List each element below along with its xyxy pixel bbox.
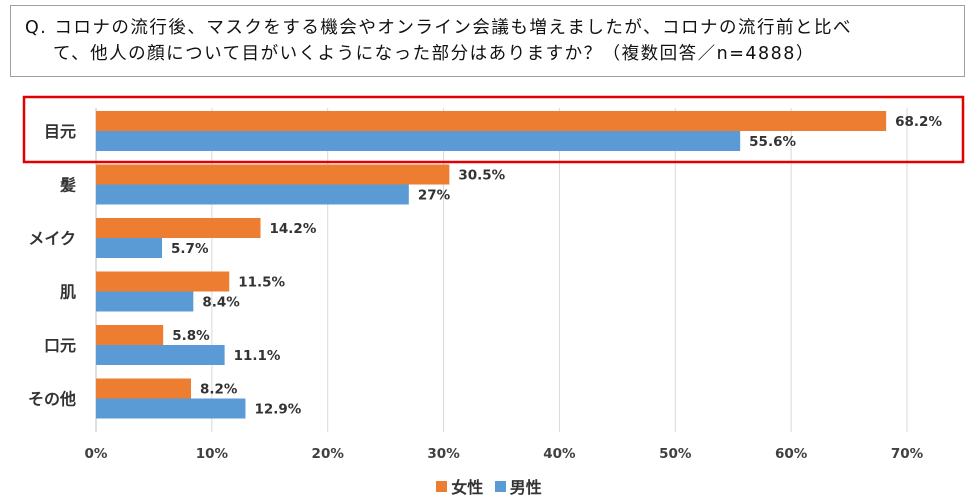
category-label: メイク	[28, 229, 76, 248]
x-tick-label: 0%	[85, 446, 108, 462]
category-label: 髪	[59, 176, 76, 195]
data-label-male: 27%	[418, 188, 451, 204]
bar-female	[96, 325, 164, 345]
bar-female	[96, 271, 230, 292]
category-label: その他	[28, 390, 76, 409]
data-label-female: 11.5%	[238, 275, 285, 291]
data-label-female: 5.8%	[172, 328, 210, 344]
legend-item-male: 男性	[494, 474, 542, 498]
legend: 女性 男性	[0, 474, 978, 498]
data-label-male: 11.1%	[234, 348, 281, 364]
x-tick-label: 10%	[196, 446, 229, 462]
data-label-male: 5.7%	[171, 241, 209, 257]
legend-swatch-male	[494, 480, 506, 492]
data-label-female: 14.2%	[270, 221, 317, 237]
data-label-female: 68.2%	[895, 114, 942, 130]
data-label-male: 8.4%	[202, 295, 240, 311]
category-label: 口元	[44, 336, 76, 355]
x-tick-label: 20%	[312, 446, 345, 462]
x-tick-label: 70%	[891, 446, 924, 462]
data-label-female: 8.2%	[200, 382, 238, 398]
data-label-female: 30.5%	[458, 168, 505, 184]
bar-male	[96, 238, 163, 258]
category-label: 目元	[44, 122, 76, 141]
legend-item-female: 女性	[436, 474, 483, 498]
bar-male	[96, 398, 246, 419]
legend-label-male: 男性	[509, 478, 542, 497]
legend-swatch-female	[436, 480, 448, 492]
x-tick-label: 60%	[775, 446, 808, 462]
bar-female	[96, 378, 192, 399]
question-line-1: Q. コロナの流行後、マスクをする機会やオンライン会議も増えましたが、コロナの流…	[25, 18, 853, 38]
bar-male	[96, 291, 194, 312]
bar-male	[96, 184, 409, 205]
bar-female	[96, 164, 450, 185]
x-tick-label: 30%	[427, 446, 460, 462]
bar-male	[96, 345, 225, 365]
category-label: 肌	[60, 283, 76, 302]
data-label-male: 55.6%	[749, 134, 796, 150]
x-tick-label: 40%	[543, 446, 576, 462]
x-tick-label: 50%	[659, 446, 692, 462]
highlight-box	[22, 95, 965, 164]
question-box: Q. コロナの流行後、マスクをする機会やオンライン会議も増えましたが、コロナの流…	[10, 5, 965, 77]
data-label-male: 12.9%	[254, 402, 301, 418]
question-line-2: て、他人の顔について目がいくようになった部分はありますか？（複数回答／n=488…	[53, 44, 815, 64]
legend-label-female: 女性	[451, 478, 484, 497]
bar-female	[96, 111, 887, 131]
bar-male	[96, 131, 741, 151]
bar-female	[96, 218, 261, 238]
